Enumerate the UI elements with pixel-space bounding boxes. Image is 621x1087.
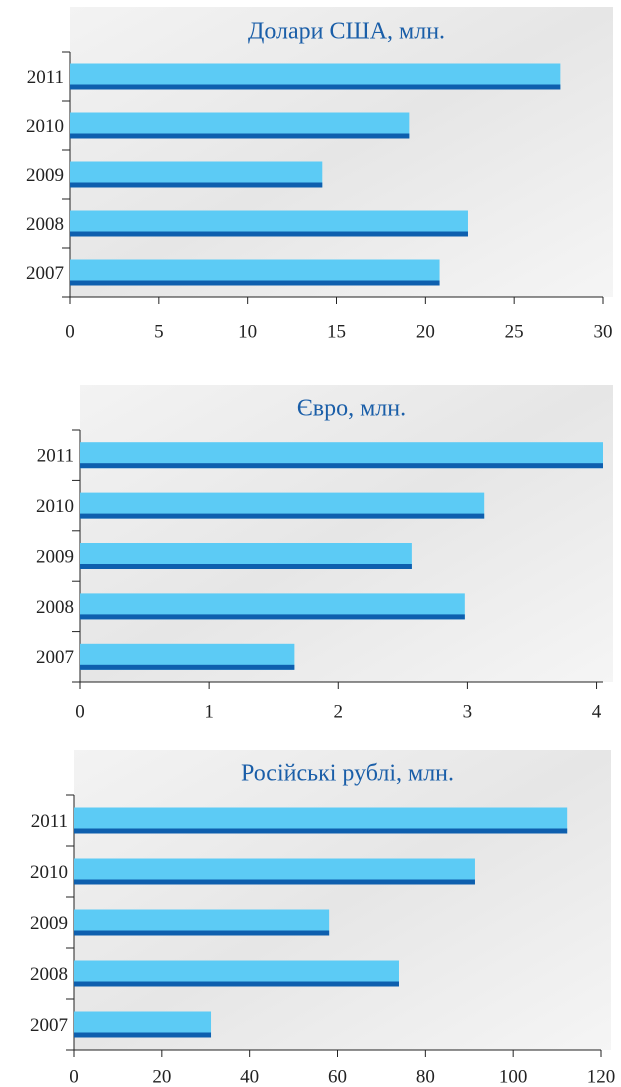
bar — [74, 1011, 212, 1038]
bar — [70, 63, 561, 90]
bar — [70, 259, 440, 286]
y-tick-label: 2008 — [36, 597, 74, 618]
y-tick-label: 2009 — [36, 546, 74, 567]
x-tick-label: 80 — [416, 1066, 435, 1087]
x-tick-label: 0 — [75, 701, 85, 722]
y-tick-label: 2007 — [30, 1015, 68, 1036]
x-tick-label: 100 — [499, 1066, 528, 1087]
plot-background — [80, 385, 613, 682]
y-tick-label: 2008 — [26, 214, 64, 235]
x-tick-label: 5 — [154, 321, 164, 342]
x-tick-label: 20 — [152, 1066, 171, 1087]
bar — [70, 210, 468, 237]
y-tick-label: 2008 — [30, 964, 68, 985]
y-tick-label: 2009 — [26, 165, 64, 186]
bar — [80, 442, 603, 469]
y-tick-label: 2011 — [27, 67, 64, 88]
bar — [80, 543, 412, 569]
x-tick-label: 1 — [204, 701, 214, 722]
y-tick-label: 2007 — [36, 647, 74, 668]
bar — [70, 161, 323, 188]
bar — [80, 492, 485, 519]
x-tick-label: 30 — [594, 321, 613, 342]
plot-background — [70, 7, 613, 297]
x-tick-label: 0 — [65, 321, 75, 342]
bar — [74, 909, 330, 936]
x-tick-label: 60 — [328, 1066, 347, 1087]
x-tick-label: 15 — [327, 321, 346, 342]
x-tick-label: 40 — [240, 1066, 259, 1087]
chart-title: Долари США, млн. — [248, 19, 445, 45]
chart-title: Євро, млн. — [297, 396, 406, 422]
plot-background — [74, 750, 611, 1050]
chart-title: Російські рублі, млн. — [241, 761, 454, 787]
x-tick-label: 2 — [334, 701, 344, 722]
y-tick-label: 2011 — [31, 811, 68, 832]
bar — [74, 807, 568, 834]
x-tick-label: 20 — [416, 321, 435, 342]
y-tick-label: 2010 — [30, 862, 68, 883]
bar — [74, 960, 399, 987]
bar — [70, 112, 410, 139]
y-tick-label: 2010 — [26, 116, 64, 137]
y-tick-label: 2009 — [30, 913, 68, 934]
x-tick-label: 0 — [69, 1066, 79, 1087]
y-tick-label: 2007 — [26, 263, 64, 284]
y-tick-label: 2010 — [36, 496, 74, 517]
x-tick-label: 120 — [587, 1066, 616, 1087]
bar — [80, 593, 465, 620]
x-tick-label: 4 — [592, 701, 602, 722]
x-tick-label: 10 — [238, 321, 257, 342]
x-tick-label: 25 — [505, 321, 524, 342]
bar — [74, 858, 475, 885]
bar — [80, 643, 295, 670]
y-tick-label: 2011 — [37, 446, 74, 467]
x-tick-label: 3 — [463, 701, 473, 722]
